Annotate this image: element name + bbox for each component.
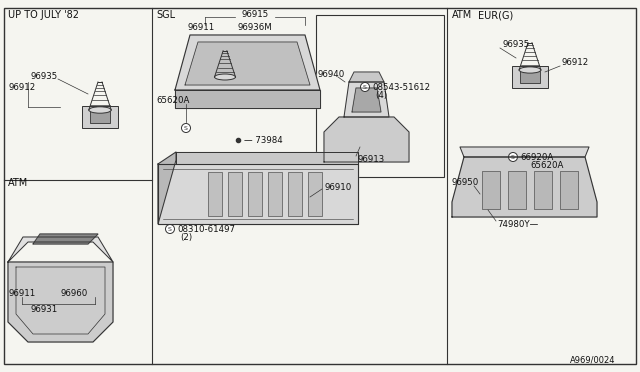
Text: 65620A: 65620A	[156, 96, 189, 105]
Text: S: S	[168, 227, 172, 231]
Text: — 73984: — 73984	[244, 135, 283, 144]
Polygon shape	[8, 262, 113, 342]
Bar	[534, 171, 552, 209]
Text: 96960: 96960	[60, 289, 87, 298]
Ellipse shape	[519, 67, 541, 73]
Text: ATM: ATM	[8, 178, 28, 188]
Polygon shape	[33, 234, 98, 244]
Text: SGL: SGL	[156, 10, 175, 20]
Text: 96911: 96911	[8, 289, 35, 298]
Polygon shape	[175, 90, 320, 108]
Text: ATM: ATM	[452, 10, 472, 20]
Bar	[288, 172, 302, 216]
Bar	[82, 106, 118, 128]
Text: 96936M: 96936M	[238, 22, 273, 32]
Text: 96915: 96915	[241, 10, 269, 19]
Text: S: S	[363, 84, 367, 90]
Polygon shape	[452, 157, 597, 217]
Text: 96913: 96913	[358, 154, 385, 164]
Text: EUR(G): EUR(G)	[478, 10, 513, 20]
Text: 96935: 96935	[30, 71, 57, 80]
Bar	[308, 172, 322, 216]
Bar	[508, 171, 526, 209]
Bar	[248, 172, 262, 216]
Polygon shape	[349, 72, 384, 82]
Bar	[560, 171, 578, 209]
Circle shape	[182, 124, 191, 132]
Text: (4): (4)	[375, 90, 387, 99]
Bar	[316, 15, 444, 177]
Bar	[512, 66, 548, 88]
Polygon shape	[176, 152, 358, 164]
Circle shape	[166, 224, 175, 234]
Text: 74980Y—: 74980Y—	[497, 219, 538, 228]
Text: 66920A: 66920A	[520, 153, 553, 161]
Text: A969/0024: A969/0024	[570, 356, 616, 365]
Polygon shape	[185, 42, 310, 85]
Polygon shape	[158, 152, 176, 224]
Text: 08543-51612: 08543-51612	[372, 83, 430, 92]
Text: (2): (2)	[180, 232, 192, 241]
Text: 96931: 96931	[30, 305, 58, 314]
Text: 96950: 96950	[452, 177, 479, 186]
Polygon shape	[352, 88, 381, 112]
Bar	[208, 172, 222, 216]
Text: 96940: 96940	[318, 70, 345, 78]
Polygon shape	[158, 164, 358, 224]
Bar	[90, 111, 110, 123]
Text: S: S	[184, 125, 188, 131]
Ellipse shape	[89, 107, 111, 113]
Text: 96935: 96935	[503, 39, 531, 48]
Text: 96910: 96910	[325, 183, 352, 192]
Text: 65620A: 65620A	[530, 160, 563, 170]
Bar	[482, 171, 500, 209]
Bar	[268, 172, 282, 216]
Text: 96912: 96912	[562, 58, 589, 67]
Bar	[228, 172, 242, 216]
Polygon shape	[460, 147, 589, 157]
Circle shape	[360, 83, 369, 92]
Text: UP TO JULY '82: UP TO JULY '82	[8, 10, 79, 20]
Polygon shape	[175, 35, 320, 90]
Polygon shape	[344, 82, 389, 117]
Text: 08310-61497: 08310-61497	[177, 224, 235, 234]
Polygon shape	[324, 117, 409, 162]
Circle shape	[509, 153, 518, 161]
Text: 96912: 96912	[8, 83, 35, 92]
Bar	[520, 71, 540, 83]
Text: S: S	[511, 154, 515, 160]
Polygon shape	[8, 237, 113, 262]
Ellipse shape	[214, 74, 236, 80]
Text: 96911: 96911	[187, 22, 214, 32]
